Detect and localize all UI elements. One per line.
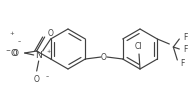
Text: O: O	[34, 75, 40, 84]
Text: F: F	[183, 33, 188, 41]
Text: $^{-}$: $^{-}$	[45, 75, 50, 80]
Text: Cl: Cl	[134, 42, 142, 51]
Text: $^{-}$O: $^{-}$O	[5, 47, 19, 58]
Text: F: F	[180, 58, 185, 67]
Text: +: +	[47, 49, 51, 54]
Text: $^{-}$: $^{-}$	[17, 40, 22, 45]
Text: F: F	[183, 44, 188, 53]
Text: O: O	[13, 49, 19, 58]
Text: O: O	[101, 53, 107, 61]
Text: N: N	[35, 50, 42, 60]
Text: +: +	[10, 31, 14, 36]
Text: O: O	[48, 28, 54, 38]
